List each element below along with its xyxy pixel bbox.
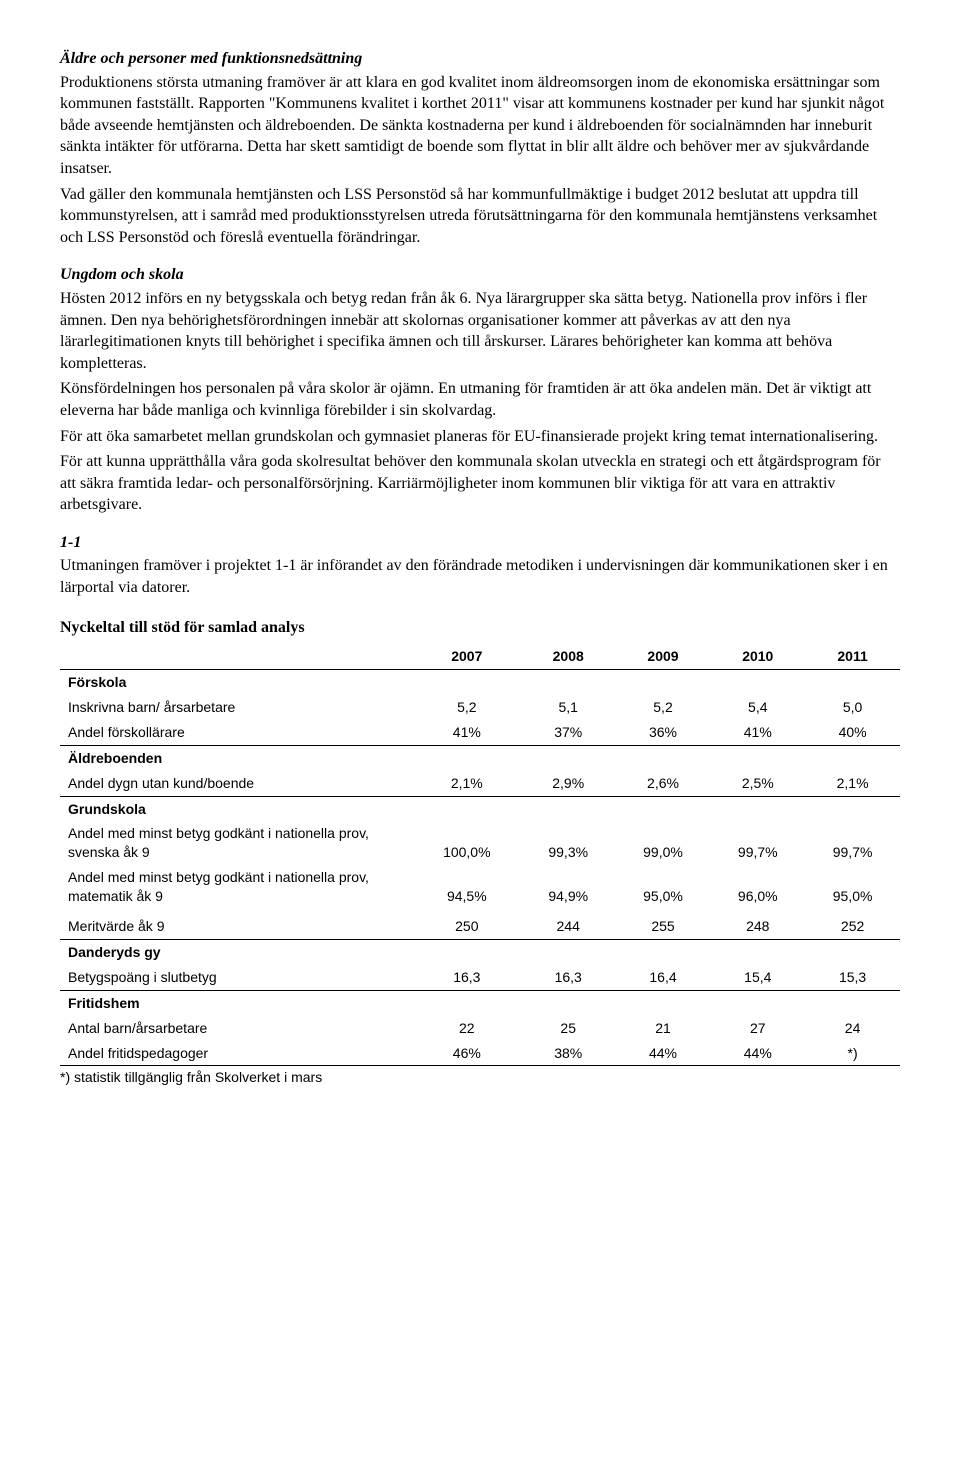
cell: 24 [805, 1016, 900, 1041]
table-row: Andel förskollärare 41% 37% 36% 41% 40% [60, 720, 900, 745]
cell: 2,5% [710, 771, 805, 796]
cell: 16,3 [413, 965, 521, 990]
body-paragraph: Utmaningen framöver i projektet 1-1 är i… [60, 555, 900, 598]
cell: 95,0% [616, 865, 711, 909]
table-header-year: 2007 [413, 644, 521, 669]
cell: 41% [710, 720, 805, 745]
table-title: Nyckeltal till stöd för samlad analys [60, 617, 900, 639]
table-header-year: 2008 [521, 644, 616, 669]
body-paragraph: För att öka samarbetet mellan grundskola… [60, 426, 900, 448]
table-group-label: Danderyds gy [60, 939, 900, 964]
row-label: Meritvärde åk 9 [60, 909, 413, 939]
cell: 40% [805, 720, 900, 745]
cell: 2,9% [521, 771, 616, 796]
cell: 38% [521, 1041, 616, 1066]
cell: 37% [521, 720, 616, 745]
cell: 250 [413, 909, 521, 939]
row-label: Andel dygn utan kund/boende [60, 771, 413, 796]
cell: 99,3% [521, 821, 616, 865]
row-label: Andel fritidspedagoger [60, 1041, 413, 1066]
table-row: Betygspoäng i slutbetyg 16,3 16,3 16,4 1… [60, 965, 900, 990]
cell: 94,5% [413, 865, 521, 909]
cell: 46% [413, 1041, 521, 1066]
table-group-label: Fritidshem [60, 990, 900, 1015]
cell: 2,1% [805, 771, 900, 796]
section-heading-aldre: Äldre och personer med funktionsnedsättn… [60, 48, 900, 70]
cell: 2,6% [616, 771, 711, 796]
cell: 248 [710, 909, 805, 939]
cell: 5,2 [413, 695, 521, 720]
cell: 27 [710, 1016, 805, 1041]
cell: 21 [616, 1016, 711, 1041]
table-header-empty [60, 644, 413, 669]
cell: 5,0 [805, 695, 900, 720]
body-paragraph: För att kunna upprätthålla våra goda sko… [60, 451, 900, 516]
cell: 99,7% [710, 821, 805, 865]
body-paragraph: Hösten 2012 införs en ny betygsskala och… [60, 288, 900, 374]
row-label: Andel förskollärare [60, 720, 413, 745]
cell: 44% [616, 1041, 711, 1066]
cell: 96,0% [710, 865, 805, 909]
cell: 25 [521, 1016, 616, 1041]
table-group-label: Äldreboenden [60, 745, 900, 770]
cell: 36% [616, 720, 711, 745]
row-label: Betygspoäng i slutbetyg [60, 965, 413, 990]
cell: 44% [710, 1041, 805, 1066]
table-row: Andel med minst betyg godkänt i nationel… [60, 865, 900, 909]
cell: 2,1% [413, 771, 521, 796]
table-header-year: 2010 [710, 644, 805, 669]
table-row: Andel dygn utan kund/boende 2,1% 2,9% 2,… [60, 771, 900, 796]
cell: *) [805, 1041, 900, 1066]
table-row: Andel med minst betyg godkänt i nationel… [60, 821, 900, 865]
table-row: Meritvärde åk 9 250 244 255 248 252 [60, 909, 900, 939]
body-paragraph: Produktionens största utmaning framöver … [60, 72, 900, 180]
cell: 15,4 [710, 965, 805, 990]
table-row: Inskrivna barn/ årsarbetare 5,2 5,1 5,2 … [60, 695, 900, 720]
cell: 99,0% [616, 821, 711, 865]
table-group-label: Förskola [60, 670, 900, 695]
row-label: Inskrivna barn/ årsarbetare [60, 695, 413, 720]
table-group-label: Grundskola [60, 796, 900, 821]
row-label: Andel med minst betyg godkänt i nationel… [60, 821, 413, 865]
cell: 100,0% [413, 821, 521, 865]
nyckeltal-table: 2007 2008 2009 2010 2011 Förskola Inskri… [60, 644, 900, 1066]
table-header-year: 2011 [805, 644, 900, 669]
row-label: Antal barn/årsarbetare [60, 1016, 413, 1041]
cell: 5,2 [616, 695, 711, 720]
cell: 15,3 [805, 965, 900, 990]
body-paragraph: Vad gäller den kommunala hemtjänsten och… [60, 184, 900, 249]
row-label: Andel med minst betyg godkänt i nationel… [60, 865, 413, 909]
table-row: Andel fritidspedagoger 46% 38% 44% 44% *… [60, 1041, 900, 1066]
cell: 16,3 [521, 965, 616, 990]
cell: 5,1 [521, 695, 616, 720]
cell: 16,4 [616, 965, 711, 990]
cell: 41% [413, 720, 521, 745]
section-heading-1-1: 1-1 [60, 532, 900, 554]
cell: 95,0% [805, 865, 900, 909]
table-header-year: 2009 [616, 644, 711, 669]
cell: 99,7% [805, 821, 900, 865]
table-footnote: *) statistik tillgänglig från Skolverket… [60, 1068, 900, 1087]
table-header-row: 2007 2008 2009 2010 2011 [60, 644, 900, 669]
cell: 244 [521, 909, 616, 939]
body-paragraph: Könsfördelningen hos personalen på våra … [60, 378, 900, 421]
section-heading-ungdom: Ungdom och skola [60, 264, 900, 286]
cell: 252 [805, 909, 900, 939]
table-row: Antal barn/årsarbetare 22 25 21 27 24 [60, 1016, 900, 1041]
cell: 22 [413, 1016, 521, 1041]
cell: 5,4 [710, 695, 805, 720]
cell: 255 [616, 909, 711, 939]
cell: 94,9% [521, 865, 616, 909]
